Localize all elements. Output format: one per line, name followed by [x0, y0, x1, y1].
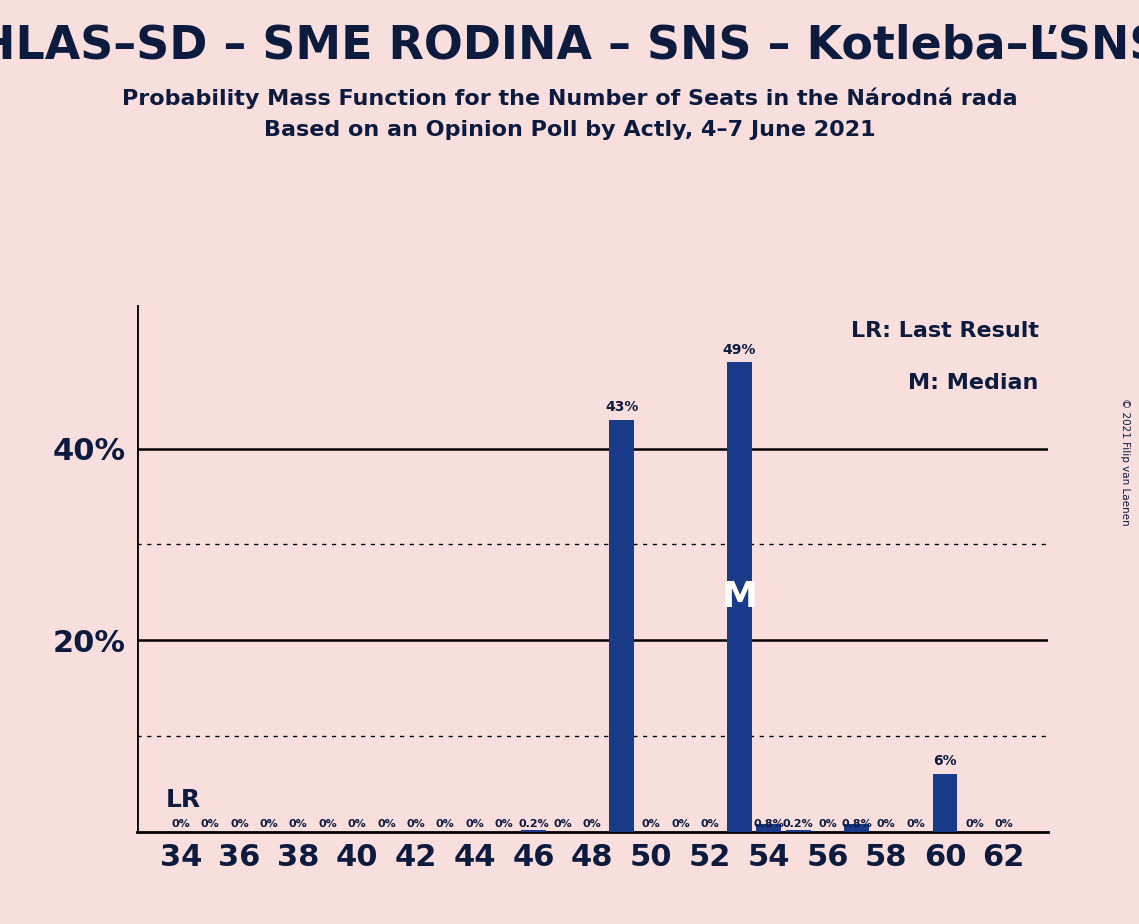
- Text: 6%: 6%: [933, 754, 957, 769]
- Text: LR: Last Result: LR: Last Result: [851, 321, 1039, 341]
- Text: 0%: 0%: [436, 819, 454, 829]
- Text: 0%: 0%: [818, 819, 837, 829]
- Text: © 2021 Filip van Laenen: © 2021 Filip van Laenen: [1121, 398, 1130, 526]
- Text: 0%: 0%: [494, 819, 514, 829]
- Text: M: M: [721, 580, 757, 614]
- Text: Probability Mass Function for the Number of Seats in the Národná rada: Probability Mass Function for the Number…: [122, 88, 1017, 109]
- Text: 0%: 0%: [907, 819, 925, 829]
- Text: 0.2%: 0.2%: [782, 819, 813, 829]
- Text: 0.8%: 0.8%: [753, 819, 784, 829]
- Text: 0%: 0%: [641, 819, 661, 829]
- Text: 0%: 0%: [230, 819, 249, 829]
- Text: 0.2%: 0.2%: [518, 819, 549, 829]
- Text: 0%: 0%: [965, 819, 984, 829]
- Text: 0%: 0%: [671, 819, 690, 829]
- Text: 0%: 0%: [200, 819, 220, 829]
- Text: 0%: 0%: [994, 819, 1014, 829]
- Bar: [756, 824, 781, 832]
- Text: 0%: 0%: [466, 819, 484, 829]
- Text: 0%: 0%: [171, 819, 190, 829]
- Bar: [844, 824, 869, 832]
- Text: 0.8%: 0.8%: [842, 819, 872, 829]
- Text: 0%: 0%: [407, 819, 425, 829]
- Text: 0%: 0%: [260, 819, 278, 829]
- Text: 0%: 0%: [554, 819, 572, 829]
- Bar: [521, 830, 546, 832]
- Text: LR: LR: [166, 788, 202, 812]
- Text: Based on an Opinion Poll by Actly, 4–7 June 2021: Based on an Opinion Poll by Actly, 4–7 J…: [264, 120, 875, 140]
- Text: 0%: 0%: [377, 819, 396, 829]
- Text: 49%: 49%: [722, 343, 756, 357]
- Text: 0%: 0%: [583, 819, 601, 829]
- Bar: [609, 419, 634, 832]
- Bar: [786, 830, 811, 832]
- Text: HLAS–SD – SME RODINA – SNS – Kotleba–ĽSNS: HLAS–SD – SME RODINA – SNS – Kotleba–ĽSN…: [0, 23, 1139, 68]
- Text: 0%: 0%: [347, 819, 367, 829]
- Text: 0%: 0%: [319, 819, 337, 829]
- Bar: [727, 362, 752, 832]
- Text: 0%: 0%: [877, 819, 895, 829]
- Text: 0%: 0%: [700, 819, 719, 829]
- Text: 43%: 43%: [605, 400, 638, 414]
- Text: 0%: 0%: [289, 819, 308, 829]
- Text: M: Median: M: Median: [909, 373, 1039, 394]
- Bar: [933, 774, 958, 832]
